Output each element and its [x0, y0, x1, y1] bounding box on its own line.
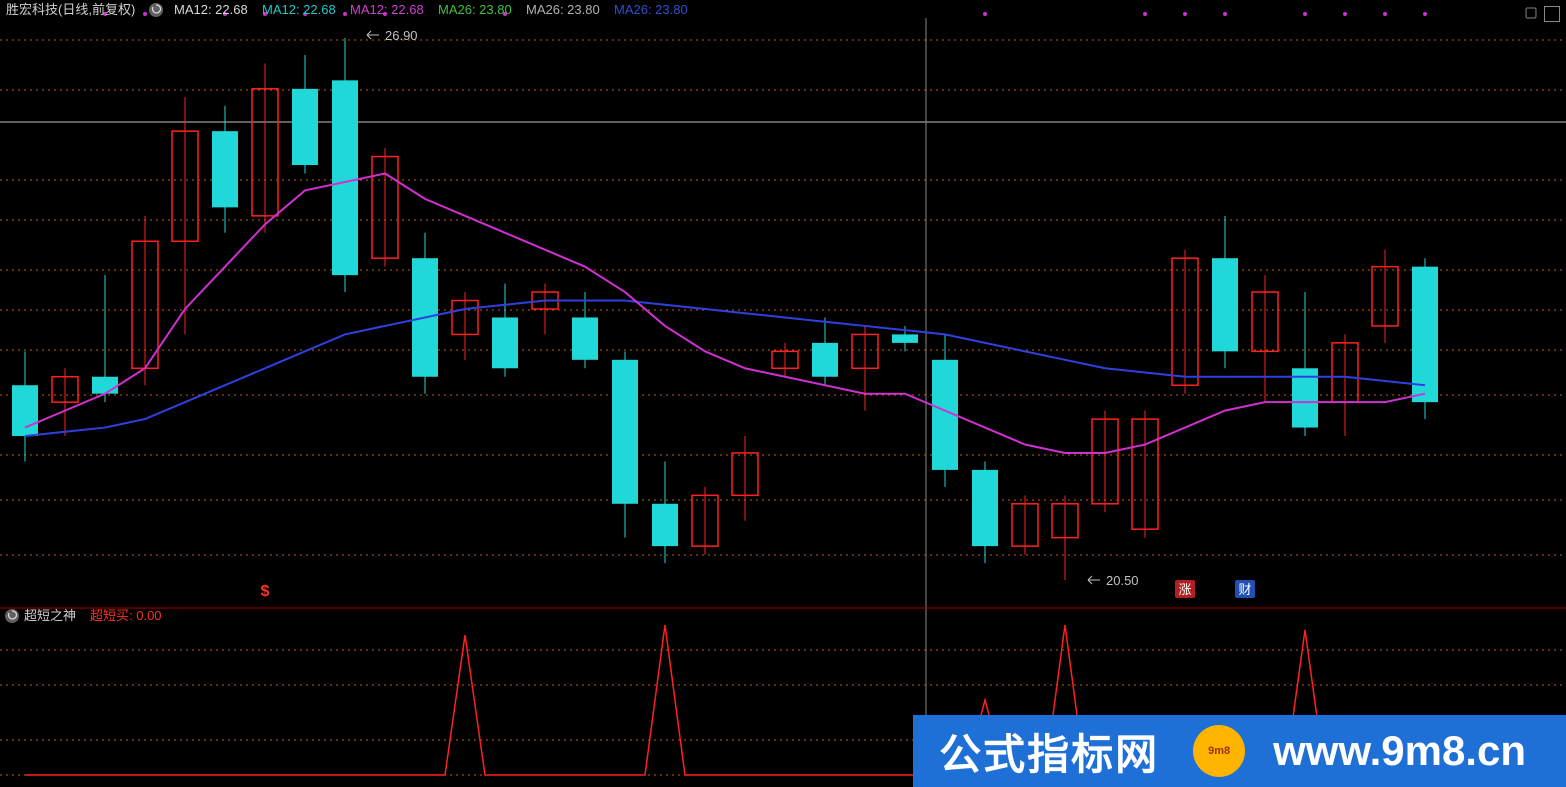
svg-text:20.50: 20.50	[1106, 573, 1139, 588]
stock-name: 胜宏科技(日线,前复权)	[6, 2, 135, 17]
stock-chart: 26.90 20.50 胜宏科技(日线,前复权) MA12: 22.68 MA12: 2…	[0, 0, 1566, 787]
svg-text:MA26: 23.80: MA26: 23.80	[614, 2, 688, 17]
svg-text:MA12: 22.68: MA12: 22.68	[262, 2, 336, 17]
svg-text:MA12: 22.68: MA12: 22.68	[350, 2, 424, 17]
svg-text:MA12: 22.68: MA12: 22.68	[174, 2, 248, 17]
svg-text:26.90: 26.90	[385, 28, 418, 43]
svg-text:MA26: 23.80: MA26: 23.80	[526, 2, 600, 17]
window-icon[interactable]	[1544, 6, 1560, 22]
indicator-sub: 超短买: 0.00	[90, 608, 162, 623]
cai-badge: 财	[1238, 582, 1251, 597]
watermark-left-text: 公式指标网	[913, 715, 1185, 787]
watermark-logo-icon: 9m8	[1193, 725, 1245, 777]
indicator-title: 超短之神	[24, 608, 76, 623]
watermark-logo: 9m8	[1185, 715, 1253, 787]
zhang-badge: 涨	[1178, 582, 1191, 597]
watermark-bar: 公式指标网 9m8 www.9m8.cn	[913, 715, 1566, 787]
watermark-url: www.9m8.cn	[1253, 715, 1566, 787]
svg-text:MA26: 23.80: MA26: 23.80	[438, 2, 512, 17]
dollar-marker: $	[261, 583, 270, 600]
